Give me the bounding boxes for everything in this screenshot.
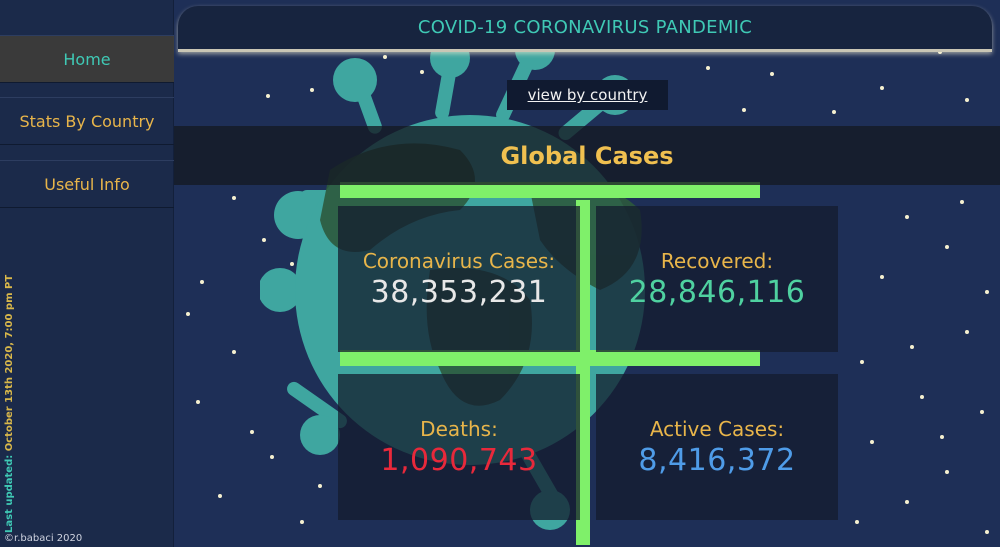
last-updated-label: Last updated: xyxy=(4,454,15,533)
last-updated-value: October 13th 2020, 7:00 pm PT xyxy=(4,274,15,452)
active-cases-value: 8,416,372 xyxy=(638,442,796,478)
deaths-value: 1,090,743 xyxy=(380,442,538,478)
cases-value: 38,353,231 xyxy=(370,274,548,310)
nav-useful-info[interactable]: Useful Info xyxy=(0,160,174,208)
global-cases-title: Global Cases xyxy=(500,141,674,170)
header-bar: COVID-19 CORONAVIRUS PANDEMIC xyxy=(178,6,992,52)
active-cases-label: Active Cases: xyxy=(649,416,785,441)
nav-useful-info-label: Useful Info xyxy=(44,174,130,194)
sidebar: Home Stats By Country Useful Info Last u… xyxy=(0,0,174,547)
recovered-label: Recovered: xyxy=(660,248,774,273)
copyright: ©r.babaci 2020 xyxy=(4,533,83,544)
view-by-country-link[interactable]: view by country xyxy=(507,80,668,110)
nav-home-label: Home xyxy=(63,49,111,69)
cases-card: Coronavirus Cases: 38,353,231 xyxy=(338,206,580,352)
deaths-card: Deaths: 1,090,743 xyxy=(338,374,580,520)
nav-stats-by-country[interactable]: Stats By Country xyxy=(0,97,174,145)
nav-stats-label: Stats By Country xyxy=(19,111,155,131)
recovered-card: Recovered: 28,846,116 xyxy=(596,206,838,352)
active-cases-card: Active Cases: 8,416,372 xyxy=(596,374,838,520)
cases-label: Coronavirus Cases: xyxy=(362,248,556,273)
global-cases-banner: Global Cases xyxy=(174,126,1000,185)
nav-home[interactable]: Home xyxy=(0,35,174,83)
page-title: COVID-19 CORONAVIRUS PANDEMIC xyxy=(417,17,753,38)
recovered-value: 28,846,116 xyxy=(628,274,806,310)
deaths-label: Deaths: xyxy=(420,416,498,441)
last-updated: Last updated: October 13th 2020, 7:00 pm… xyxy=(3,275,17,533)
